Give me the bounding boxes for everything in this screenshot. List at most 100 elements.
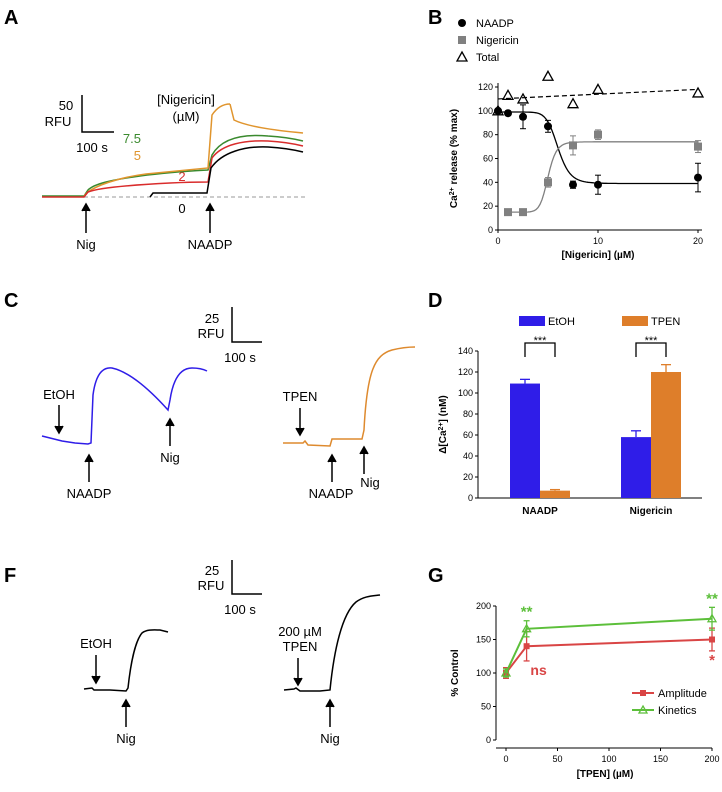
b-point-total — [591, 83, 605, 95]
b-y-tick-label: 80 — [483, 130, 493, 140]
arrow-label-nig-c2: Nig — [360, 475, 380, 490]
d-legend-tpen: TPEN — [651, 316, 680, 328]
d-y-tick-label: 20 — [463, 472, 473, 482]
g-legend-marker-amplitude — [640, 690, 646, 696]
panel-a-scale-bar — [81, 95, 114, 133]
arrow-label-tpen-f: TPEN — [283, 639, 318, 654]
panel-c-label: C — [4, 290, 18, 312]
arrow-nig-c2 — [359, 445, 369, 474]
arrow-label-naadp-a: NAADP — [188, 237, 233, 252]
trace-label-5: 5 — [134, 148, 141, 163]
g-y-tick-label: 0 — [486, 735, 491, 745]
trace-5 — [83, 103, 231, 197]
d-category-label: Nigericin — [630, 506, 673, 517]
panel-d-label: D — [428, 290, 442, 312]
trace-label-2: 2 — [178, 169, 185, 184]
panel-a-legend-unit: (µM) — [173, 109, 200, 124]
arrow-nig-f — [121, 698, 131, 727]
b-fit-total — [497, 88, 699, 100]
b-x-axis-label: [Nigericin] (µM) — [562, 250, 635, 261]
arrow-tpen-f — [293, 658, 303, 687]
panel-f-scale-y-unit: RFU — [198, 578, 225, 593]
b-fit-naadp — [498, 111, 698, 185]
g-x-tick-label: 50 — [552, 754, 562, 764]
g-x-tick-label: 100 — [601, 754, 616, 764]
b-point-naadp — [504, 109, 512, 118]
arrow-label-nig-f: Nig — [116, 731, 136, 746]
panel-c-scale-x: 100 s — [224, 350, 256, 365]
d-y-tick-label: 100 — [458, 388, 473, 398]
chart-d: 0 20 40 60 80 100 120 140 Δ[Ca2+] (nM) NAADP *** Ni… — [438, 316, 702, 517]
arrow-naadp-a — [205, 202, 215, 233]
b-point-naadp — [544, 122, 552, 131]
b-legend-total: Total — [476, 52, 499, 64]
d-legend-etoh: EtOH — [548, 316, 575, 328]
arrow-naadp-c2 — [327, 453, 337, 482]
b-point-naadp — [694, 173, 702, 182]
b-point-total — [501, 89, 515, 100]
b-y-tick-label: 100 — [478, 106, 493, 116]
panel-c-scale-y-unit: RFU — [198, 326, 225, 341]
b-y-tick-label: 120 — [478, 82, 493, 92]
chart-b: 0 20 40 60 80 100 120 0 10 20 [Nigericin] (µM) Ca2+… — [449, 18, 705, 261]
arrow-label-etoh-c: EtOH — [43, 387, 75, 402]
d-y-tick-label: 0 — [468, 493, 473, 503]
panel-c-scale-bar — [231, 307, 262, 343]
d-bar-etoh — [510, 383, 540, 498]
b-legend-marker-nigericin — [458, 36, 466, 44]
trace-etoh-c — [41, 367, 208, 445]
d-y-axis-label: Δ[Ca2+] (nM) — [438, 395, 450, 454]
arrow-label-nig-f2: Nig — [320, 731, 340, 746]
b-point-naadp — [569, 180, 577, 189]
b-x-tick-label: 10 — [593, 236, 603, 246]
arrow-etoh-f — [91, 655, 101, 685]
b-y-axis-label: Ca2+ release (% max) — [449, 109, 461, 208]
b-legend-nigericin: Nigericin — [476, 35, 519, 47]
g-y-axis-label: % Control — [450, 649, 461, 696]
panel-f-scale-x: 100 s — [224, 602, 256, 617]
b-legend-marker-naadp — [458, 19, 466, 27]
g-annotation-kinetics: ** — [521, 604, 533, 621]
b-point-naadp — [519, 112, 527, 121]
d-category-label: NAADP — [522, 506, 558, 517]
panel-a-scale-y-unit: RFU — [45, 114, 72, 129]
g-y-tick-label: 100 — [476, 668, 491, 678]
panel-a-label: A — [4, 7, 18, 29]
panel-f-scale-bar — [231, 560, 262, 595]
g-legend-marker-kinetics — [637, 704, 649, 714]
b-y-tick-label: 0 — [488, 225, 493, 235]
d-bar-tpen — [540, 490, 570, 498]
b-point-total — [566, 97, 580, 109]
arrow-etoh-c — [54, 405, 64, 435]
g-point-amplitude — [523, 643, 530, 650]
arrow-label-naadp-c2: NAADP — [309, 486, 354, 501]
b-point-naadp — [594, 180, 602, 189]
g-point-kinetics — [521, 623, 532, 633]
arrow-label-naadp-c: NAADP — [67, 486, 112, 501]
trace-0 — [149, 146, 304, 198]
d-significance-bracket — [524, 342, 556, 357]
d-significance-label: *** — [645, 335, 659, 347]
d-significance-label: *** — [534, 335, 548, 347]
g-x-tick-label: 150 — [653, 754, 668, 764]
d-y-tick-label: 80 — [463, 409, 473, 419]
panel-a-legend-title: [Nigericin] — [157, 92, 215, 107]
g-y-tick-label: 50 — [481, 702, 491, 712]
panel-g: G 0 50 100 150 200 0 50 100 150 200 [TPEN] (µM) % C… — [428, 565, 720, 780]
panel-f: F 25 RFU 100 s EtOH Nig 200 µM TPEN Nig — [4, 560, 381, 746]
arrow-nig-a — [81, 202, 91, 233]
d-y-tick-label: 40 — [463, 451, 473, 461]
panel-a-scale-x: 100 s — [76, 140, 108, 155]
b-point-nigericin — [544, 178, 552, 187]
panel-d: D 0 20 40 60 80 100 120 140 Δ[Ca2+] (nM) NAADP ***… — [428, 290, 702, 517]
b-legend-marker-total — [455, 50, 469, 62]
panel-f-label: F — [4, 565, 16, 587]
b-point-nigericin — [519, 208, 527, 217]
panel-b-label: B — [428, 7, 442, 29]
b-point-total — [516, 92, 530, 104]
d-legend-swatch-tpen — [622, 316, 648, 326]
d-bar-etoh — [621, 437, 651, 498]
trace-2 — [42, 140, 304, 198]
arrow-label-etoh-f: EtOH — [80, 636, 112, 651]
